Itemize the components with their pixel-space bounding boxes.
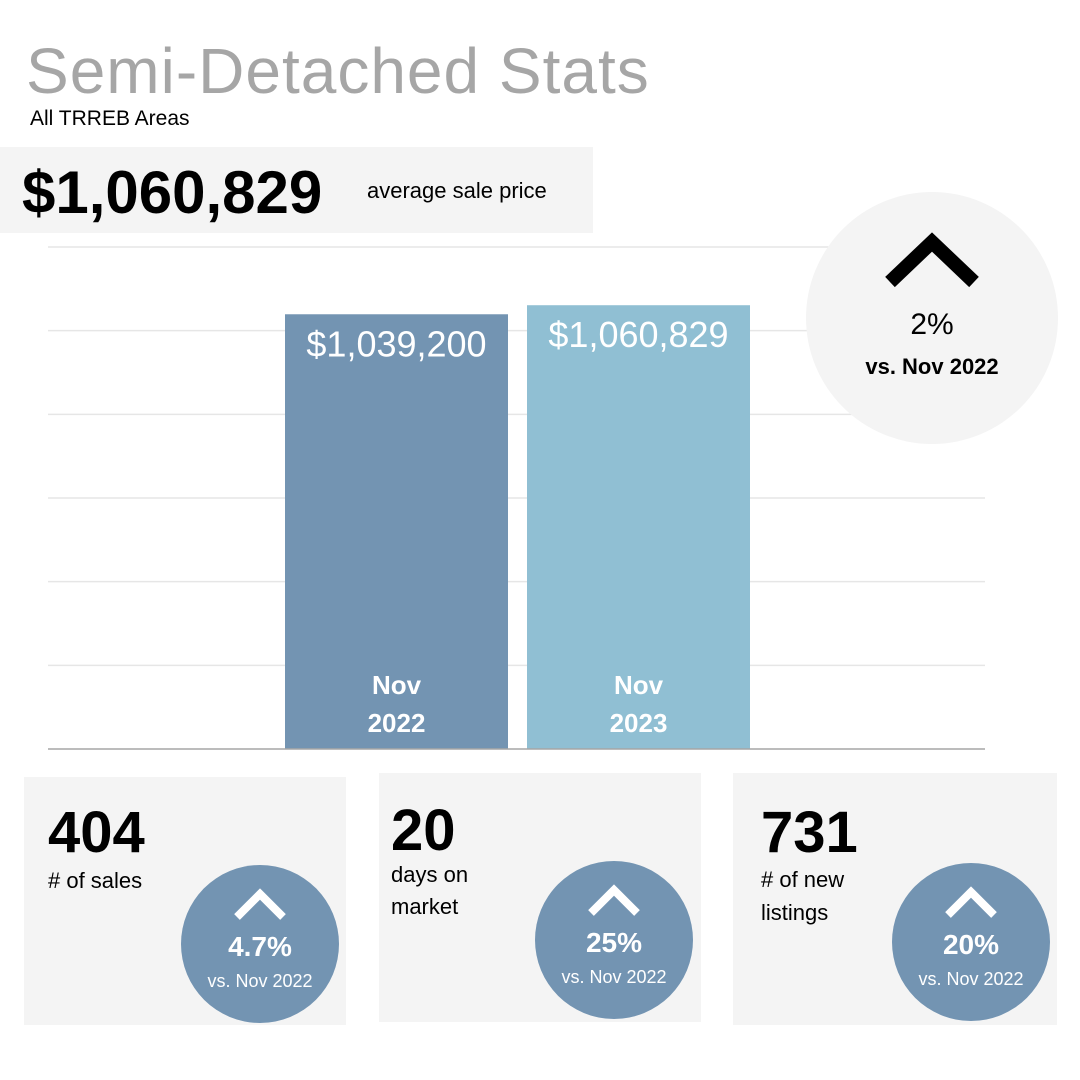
price-box <box>0 147 593 233</box>
change-percent: 2% <box>910 308 954 341</box>
category-label: 2022 <box>368 708 426 738</box>
change-percent: 25% <box>585 927 643 958</box>
category-label: 2023 <box>610 708 668 738</box>
change-comparison: vs. Nov 2022 <box>865 354 999 379</box>
chevron-up-icon <box>588 884 640 916</box>
change-badge: 4.7% vs. Nov 2022 <box>181 865 339 1023</box>
data-label: $1,039,200 <box>306 323 486 364</box>
chevron-up-icon <box>945 886 997 918</box>
page-title: Semi-Detached Stats <box>26 35 650 107</box>
change-comparison: vs. Nov 2022 <box>918 969 1024 989</box>
change-badge: 2% vs. Nov 2022 <box>806 192 1058 444</box>
page-subtitle: All TRREB Areas <box>30 107 190 130</box>
average-price-label: average sale price <box>367 178 547 203</box>
bar-nov-2023 <box>527 305 750 749</box>
stat-label: # of sales <box>48 868 143 893</box>
category-label: Nov <box>614 670 664 700</box>
data-label: $1,060,829 <box>548 314 728 355</box>
chevron-up-icon <box>234 888 286 920</box>
stat-value: 20 <box>391 798 456 863</box>
change-comparison: vs. Nov 2022 <box>207 971 313 991</box>
change-percent: 4.7% <box>228 931 292 962</box>
chevron-up-icon <box>885 232 979 288</box>
stat-card-days-on-market: 20 days on market 25% vs. Nov 2022 <box>379 773 701 1022</box>
change-badge: 20% vs. Nov 2022 <box>892 863 1050 1021</box>
stat-label: # of new <box>761 867 845 892</box>
bar-nov-2022 <box>285 314 508 749</box>
stat-label: listings <box>761 900 829 925</box>
change-percent: 20% <box>942 929 1000 960</box>
stat-value: 404 <box>48 800 145 865</box>
category-label: Nov <box>372 670 422 700</box>
change-badge: 25% vs. Nov 2022 <box>535 861 693 1019</box>
change-comparison: vs. Nov 2022 <box>561 967 667 987</box>
average-price: $1,060,829 <box>22 159 323 226</box>
stat-value: 731 <box>761 800 858 865</box>
stat-card-sales: 404 # of sales 4.7% vs. Nov 2022 <box>24 777 346 1025</box>
stat-label: days on <box>391 862 469 887</box>
stat-label: market <box>391 894 459 919</box>
stat-card-new-listings: 731 # of new listings 20% vs. Nov 2022 <box>733 773 1057 1025</box>
